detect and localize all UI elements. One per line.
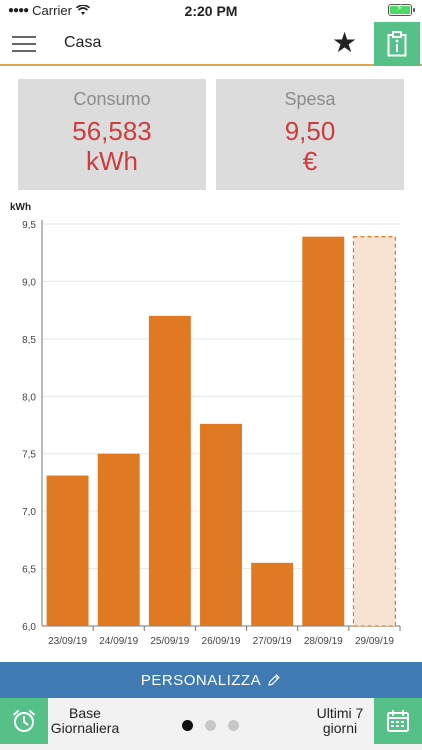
y-tick-label: 6,0 — [22, 622, 36, 633]
chart-bar — [148, 315, 191, 626]
x-tick-label: 26/09/19 — [202, 636, 241, 647]
base-period-line1: Base — [69, 705, 101, 721]
x-tick-label: 27/09/19 — [253, 636, 292, 647]
spesa-label: Spesa — [284, 89, 336, 109]
alarm-clock-icon — [13, 710, 35, 732]
star-icon[interactable]: ★ — [332, 27, 358, 58]
clipboard-info-button[interactable] — [374, 22, 420, 66]
x-tick-label: 29/09/19 — [355, 636, 394, 647]
consumo-label: Consumo — [73, 89, 151, 109]
chart-bar — [251, 562, 294, 626]
carrier-group: ●●●● Carrier — [8, 3, 90, 18]
charging-bolt-icon: ⚡ — [396, 3, 404, 14]
spesa-amount: 9,50 — [284, 116, 336, 146]
page-dot-3[interactable] — [228, 720, 239, 731]
pencil-icon — [268, 674, 280, 686]
y-tick-label: 8,5 — [22, 335, 36, 346]
chart-bar-projected — [352, 236, 396, 627]
range-calendar-button[interactable] — [374, 698, 422, 744]
range-label[interactable]: Ultimi 7 giorni — [310, 706, 370, 736]
page-dot-1[interactable] — [182, 720, 193, 731]
signal-icon: ●●●● — [8, 5, 29, 16]
y-tick-label: 6,5 — [22, 565, 36, 576]
y-tick-label: 7,5 — [22, 450, 36, 461]
chart-bar — [302, 236, 345, 626]
range-line2: giorni — [322, 720, 358, 736]
y-tick-label: 7,0 — [22, 507, 36, 518]
chart-bar — [200, 423, 242, 626]
hamburger-menu-icon[interactable] — [12, 36, 36, 52]
range-line1: Ultimi 7 — [316, 705, 364, 721]
base-period-label[interactable]: Base Giornaliera — [50, 706, 120, 736]
personalizza-button[interactable]: PERSONALIZZA — [0, 662, 422, 698]
carrier-label: Carrier — [32, 3, 72, 18]
period-base-button[interactable] — [0, 698, 48, 744]
chart-bar — [97, 453, 140, 626]
personalizza-label: PERSONALIZZA — [140, 671, 262, 689]
consumo-card: Consumo 56,583 kWh — [18, 79, 206, 190]
bottom-bar: Base Giornaliera Ultimi 7 giorni — [0, 698, 422, 750]
battery-icon: ⚡ — [388, 3, 415, 16]
y-tick-label: 9,5 — [22, 220, 36, 231]
x-tick-label: 23/09/19 — [48, 636, 87, 647]
bar-chart: kWh 6,0 6,5 7,0 7,5 8,0 8,5 9,0 9,5 23/09/19 24/09… — [10, 202, 401, 647]
spesa-card: Spesa 9,50 € — [216, 79, 404, 190]
spesa-value: 9,50 € — [216, 116, 404, 176]
calendar-icon — [387, 710, 409, 732]
spesa-unit: € — [302, 146, 318, 176]
y-axis-unit-label: kWh — [10, 202, 31, 213]
wifi-icon — [75, 5, 90, 15]
x-tick-label: 28/09/19 — [304, 636, 343, 647]
x-tick-label: 24/09/19 — [99, 636, 138, 647]
status-bar: ●●●● Carrier 2:20 PM ⚡ — [0, 0, 422, 22]
x-tick-label: 25/09/19 — [150, 636, 189, 647]
base-period-line2: Giornaliera — [50, 720, 120, 736]
clipboard-info-icon — [387, 31, 407, 57]
y-tick-label: 9,0 — [22, 277, 36, 288]
consumo-value: 56,583 kWh — [18, 116, 206, 176]
consumo-amount: 56,583 — [72, 116, 152, 146]
page-title: Casa — [64, 34, 102, 51]
navigation-bar: Casa ★ — [0, 22, 422, 66]
consumption-chart: kWh 6,0 6,5 7,0 7,5 8,0 8,5 9,0 9,5 23/09/19 24/09… — [0, 196, 422, 658]
status-time: 2:20 PM — [184, 3, 238, 19]
chart-bar — [46, 475, 89, 626]
page-indicator[interactable] — [182, 720, 239, 731]
y-tick-label: 8,0 — [22, 392, 36, 403]
consumo-unit: kWh — [86, 146, 138, 176]
page-dot-2[interactable] — [205, 720, 216, 731]
